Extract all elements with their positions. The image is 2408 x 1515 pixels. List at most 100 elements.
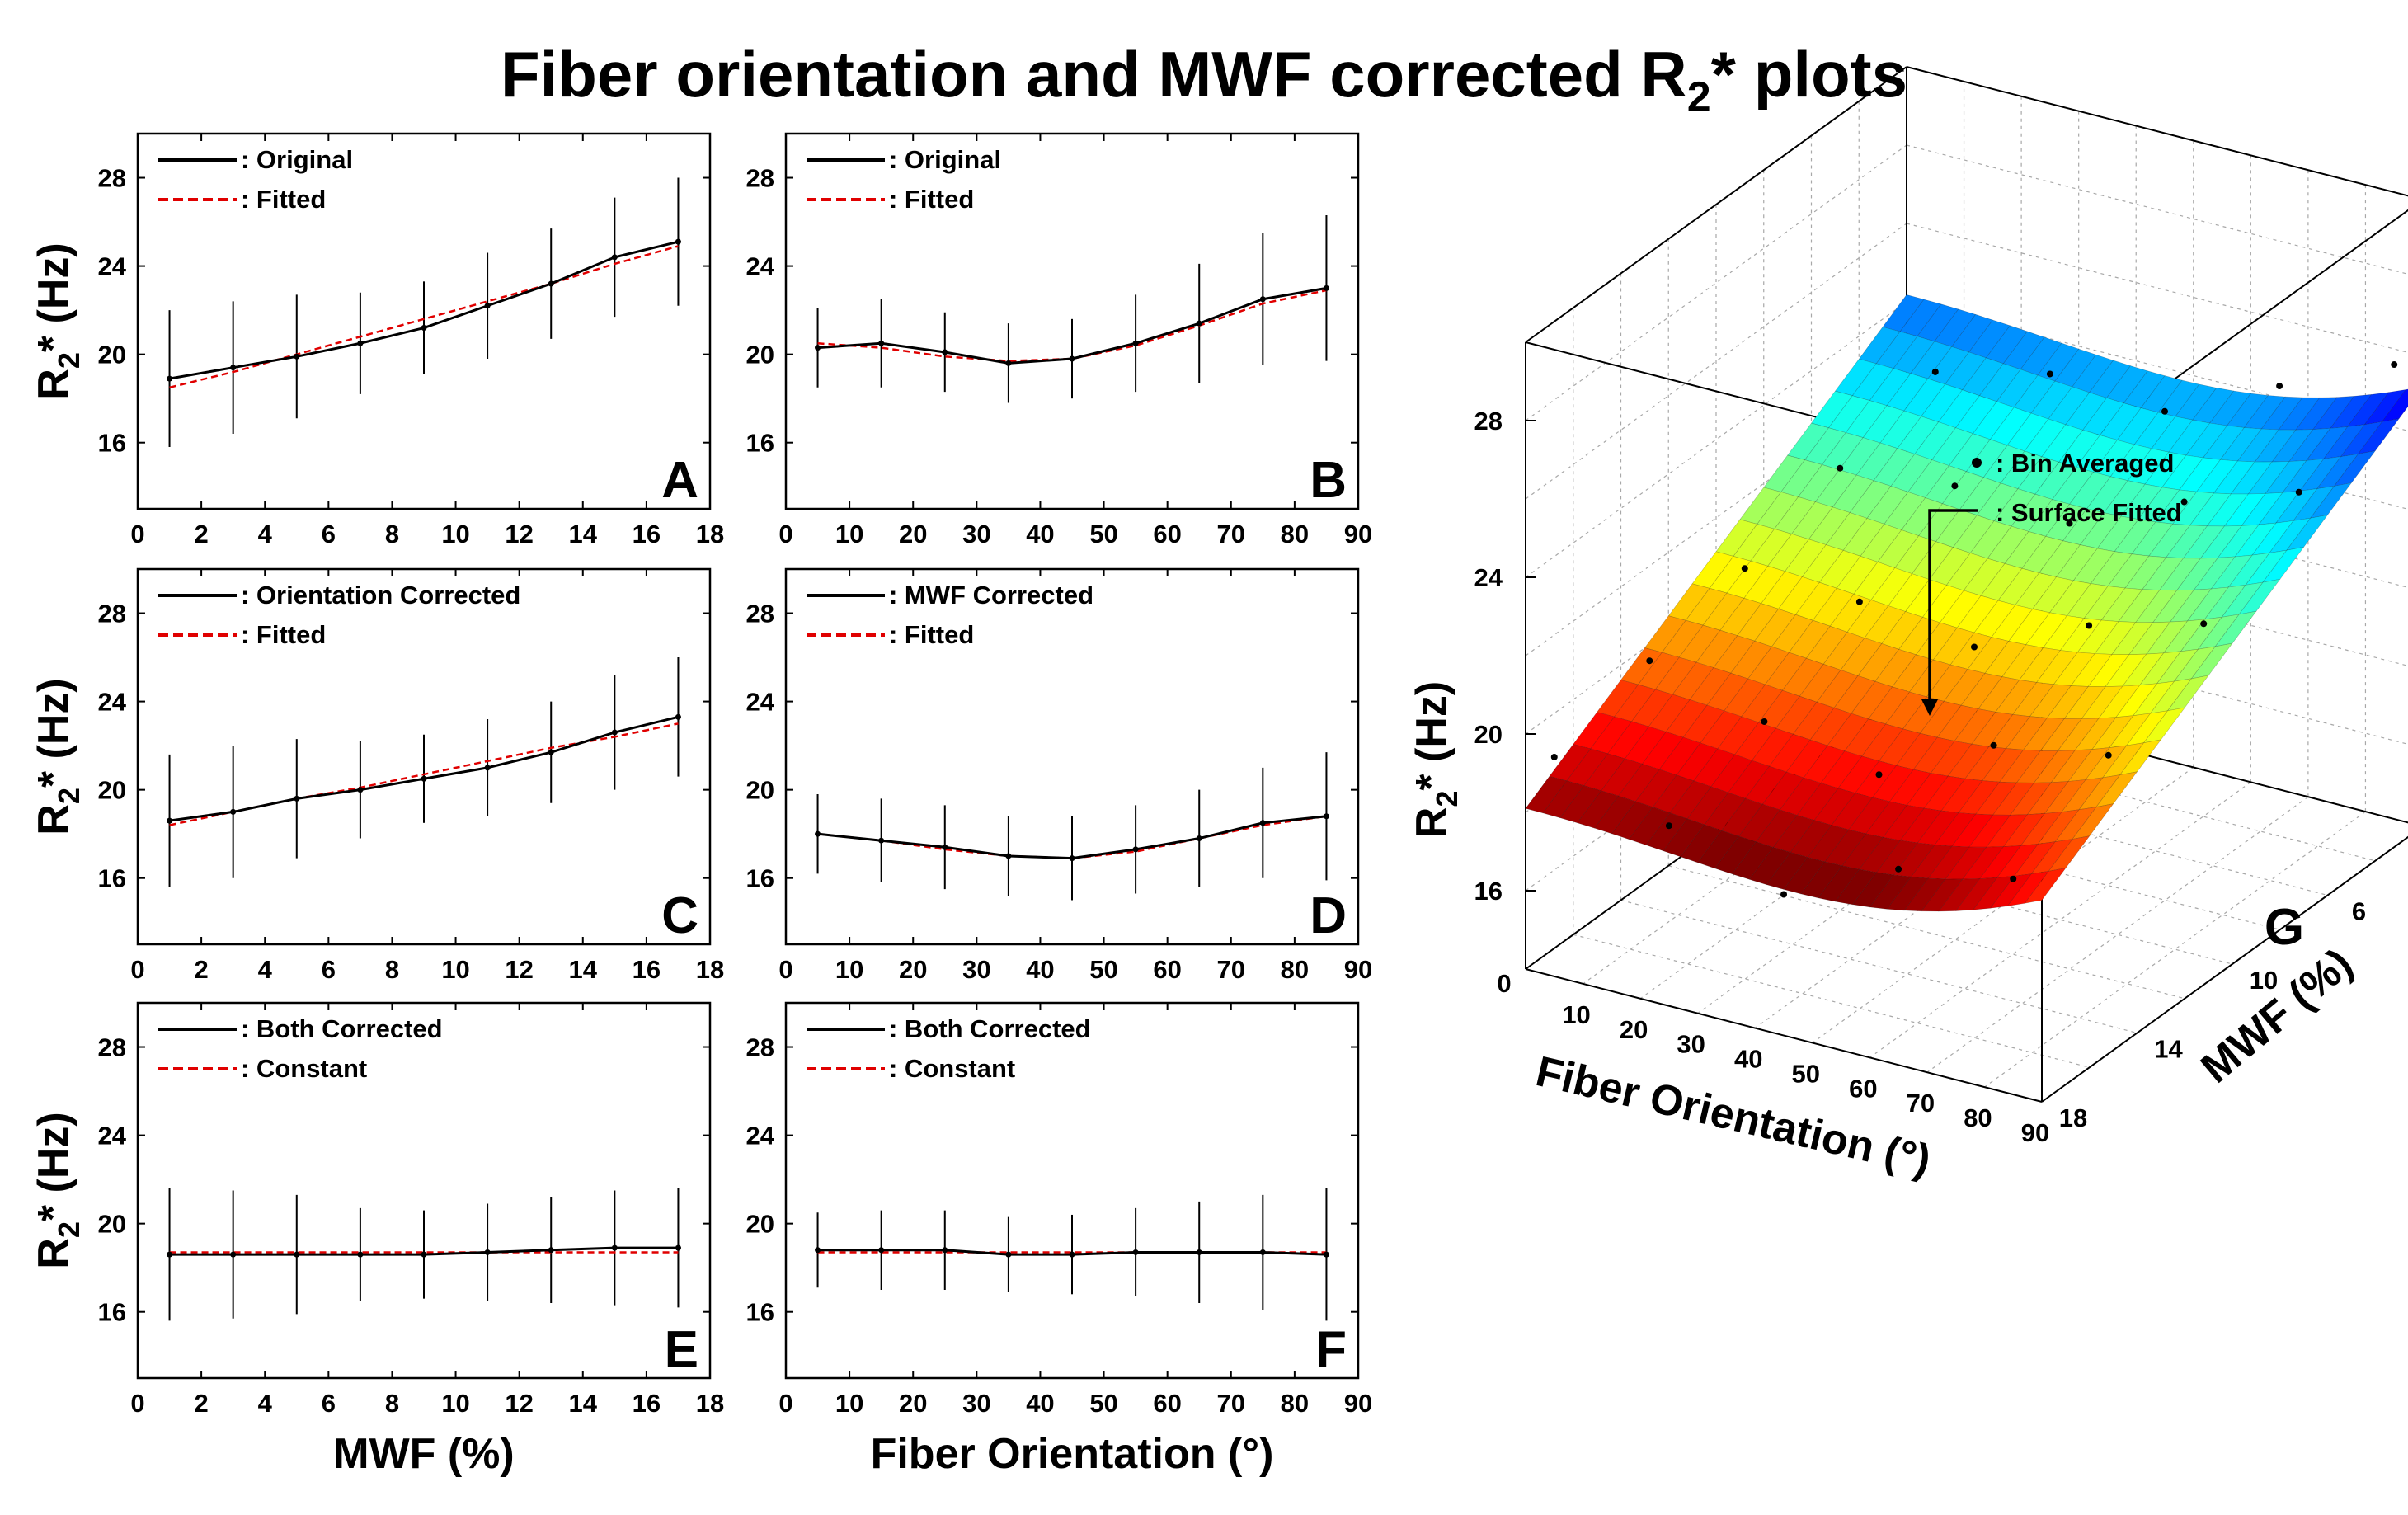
- y-axis-label: MWF (%): [2192, 939, 2361, 1093]
- data-point: [357, 787, 364, 793]
- data-point: [815, 830, 821, 837]
- legend-label: : Bin Averaged: [1996, 449, 2174, 478]
- data-point: [484, 765, 491, 771]
- data-point: [1259, 1249, 1266, 1255]
- plot-frame: [136, 567, 712, 946]
- x-tick-label: 18: [696, 955, 724, 984]
- bin-averaged-point: [1951, 482, 1959, 490]
- x-tick-label: 40: [1026, 955, 1054, 984]
- x-tick-label: 50: [1089, 1389, 1117, 1418]
- data-point: [548, 749, 554, 755]
- fitted-surface: [1525, 294, 2408, 912]
- data-point: [167, 1251, 173, 1258]
- data-point: [294, 1251, 300, 1258]
- surface-patch: [1748, 847, 1791, 885]
- x-axis-label-fiber-orientation: Fiber Orientation (°): [871, 1430, 1274, 1478]
- y-tick-label: 28: [98, 600, 126, 628]
- data-point: [1323, 1251, 1329, 1258]
- z-tick-label: 24: [1474, 563, 1503, 592]
- bin-averaged-point: [1875, 771, 1883, 779]
- data-point: [548, 1247, 554, 1254]
- data-point: [942, 1247, 948, 1254]
- y-tick-label: 16: [746, 864, 774, 893]
- panel-letter: G: [2265, 899, 2304, 956]
- x-tick-label: 4: [258, 520, 273, 548]
- bin-averaged-point: [2066, 520, 2073, 527]
- data-point: [1132, 1249, 1139, 1255]
- surface-patch: [1955, 877, 1998, 911]
- y-tick-label: 20: [746, 341, 774, 369]
- x-tick-label: 4: [258, 1389, 273, 1418]
- data-point: [1323, 813, 1329, 820]
- x-tick-label: 18: [696, 520, 724, 548]
- x-tick-label: 10: [1562, 1000, 1590, 1029]
- bin-averaged-point: [1931, 368, 1939, 375]
- x-tick-label: 90: [1344, 1389, 1372, 1418]
- x-tick-label: 40: [1734, 1045, 1762, 1074]
- x-tick-label: 4: [258, 955, 273, 984]
- x-tick-label: 16: [633, 520, 661, 548]
- y-tick-label: 16: [746, 429, 774, 458]
- legend-dot-marker: [1972, 458, 1982, 468]
- bin-averaged-point: [1895, 865, 1902, 873]
- x-tick-label: 0: [778, 1389, 792, 1418]
- y-tick-label: 20: [746, 776, 774, 805]
- panel-letter: F: [1315, 1321, 1347, 1378]
- x-tick-label: 6: [322, 520, 336, 548]
- x-tick-label: 30: [962, 955, 990, 984]
- x-tick-label: 8: [385, 955, 399, 984]
- data-point: [1005, 360, 1012, 366]
- panel-letter: B: [1310, 452, 1347, 509]
- x-tick-label: 40: [1026, 1389, 1054, 1418]
- x-tick-label: 10: [441, 955, 469, 984]
- surface-patch: [2006, 870, 2049, 907]
- x-tick-label: 16: [633, 1389, 661, 1418]
- data-point: [1069, 855, 1075, 862]
- x-tick-label: 8: [385, 520, 399, 548]
- bin-averaged-point: [1855, 598, 1863, 605]
- x-tick-label: 2: [194, 955, 208, 984]
- x-tick-label: 10: [835, 1389, 863, 1418]
- data-point: [1005, 853, 1012, 859]
- data-point: [357, 1251, 364, 1258]
- x-tick-label: 0: [778, 520, 792, 548]
- x-tick-label: 80: [1281, 955, 1309, 984]
- x-tick-label: 20: [899, 520, 927, 548]
- grid-line: [1906, 144, 2408, 275]
- data-point: [1132, 846, 1139, 853]
- x-axis-label: Fiber Orientation (°): [1531, 1047, 1935, 1184]
- x-tick-label: 20: [1620, 1015, 1648, 1044]
- z-axis-label: R2* (Hz): [1408, 681, 1464, 838]
- legend-arrow-head: [1921, 699, 1938, 716]
- data-point: [878, 837, 885, 844]
- fitted-line: [817, 289, 1327, 362]
- x-tick-label: 10: [835, 955, 863, 984]
- data-point: [357, 340, 364, 346]
- data-point: [1005, 1251, 1012, 1258]
- data-point: [294, 795, 300, 802]
- legend-label: : Surface Fitted: [1996, 498, 2182, 527]
- legend-label: : Fitted: [241, 620, 326, 649]
- x-tick-label: 6: [322, 1389, 336, 1418]
- bin-averaged-point: [1780, 891, 1787, 898]
- data-point: [1069, 355, 1075, 362]
- legend-label: : Fitted: [241, 185, 326, 214]
- x-tick-label: 0: [130, 1389, 144, 1418]
- data-point: [421, 1251, 427, 1258]
- plot-frame: [136, 132, 712, 510]
- legend-label: : Both Corrected: [241, 1014, 443, 1043]
- x-tick-label: 70: [1217, 1389, 1245, 1418]
- z-tick-label: 16: [1474, 877, 1503, 906]
- x-tick-label: 40: [1026, 520, 1054, 548]
- bin-averaged-point: [2161, 407, 2168, 415]
- data-point: [942, 844, 948, 850]
- data-point: [230, 1251, 237, 1258]
- plot-frame: [784, 1001, 1360, 1380]
- x-tick-label: 10: [441, 1389, 469, 1418]
- data-point: [878, 340, 885, 346]
- x-tick-label: 8: [385, 1389, 399, 1418]
- y-tick-label: 28: [746, 1033, 774, 1062]
- data-point: [611, 1244, 618, 1251]
